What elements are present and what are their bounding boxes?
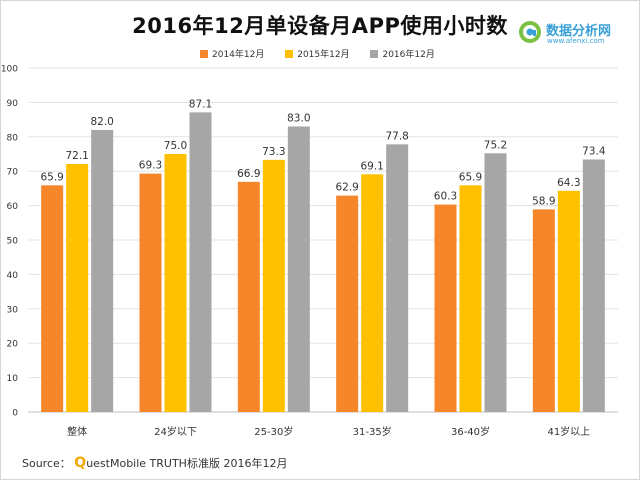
legend-item-2016: 2016年12月 (370, 47, 435, 60)
data-label-0-2: 66.9 (237, 168, 260, 180)
y-tick-label-50: 50 (7, 237, 19, 247)
y-tick-label-40: 40 (7, 271, 19, 281)
bar-2-0 (91, 129, 114, 413)
bar-1-2 (262, 159, 285, 412)
data-label-1-3: 69.1 (360, 160, 383, 172)
bar-2-3 (386, 144, 409, 413)
chart-title: 2016年12月单设备月APP使用小时数 (132, 14, 508, 38)
logo-url: www.afenxi.com (547, 37, 605, 45)
data-label-0-3: 62.9 (335, 182, 358, 194)
source-q-letter: Q (74, 455, 87, 471)
site-logo: 数据分析网 www.afenxi.com (518, 18, 636, 48)
bar-0-3 (336, 195, 359, 412)
bar-1-1 (164, 154, 187, 412)
data-label-1-4: 65.9 (459, 171, 482, 183)
bar-2-2 (287, 126, 310, 412)
data-label-1-0: 72.1 (65, 150, 88, 162)
legend-swatch-2016 (370, 49, 379, 58)
bar-0-2 (237, 181, 260, 412)
logo-name: 数据分析网 (546, 24, 612, 39)
bar-0-1 (139, 173, 162, 412)
x-tick-label-5: 41岁以上 (547, 425, 590, 438)
data-label-2-4: 75.2 (484, 139, 507, 151)
y-tick-label-70: 70 (7, 168, 19, 178)
data-label-2-1: 87.1 (189, 98, 212, 110)
y-tick-label-60: 60 (7, 202, 19, 212)
x-tick-label-4: 36-40岁 (451, 425, 490, 438)
legend-label-2015: 2015年12月 (297, 50, 350, 60)
legend-label-2016: 2016年12月 (382, 50, 435, 60)
x-tick-label-2: 25-30岁 (254, 425, 293, 438)
bar-2-1 (189, 112, 212, 412)
bar-0-4 (434, 204, 457, 412)
legend-item-2014: 2014年12月 (200, 47, 264, 60)
data-label-1-5: 64.3 (557, 177, 580, 189)
bar-1-0 (66, 163, 89, 412)
bar-0-0 (41, 185, 64, 412)
data-label-1-2: 73.3 (262, 146, 285, 158)
legend-swatch-2015 (285, 49, 294, 58)
source-rest: uestMobile TRUTH标准版 2016年12月 (86, 457, 288, 470)
chart-legend: 2014年12月 2015年12月 2016年12月 (200, 47, 453, 63)
bar-1-3 (361, 174, 384, 412)
x-tick-label-3: 31-35岁 (353, 425, 392, 438)
data-label-0-4: 60.3 (434, 191, 457, 203)
data-label-0-1: 69.3 (139, 160, 162, 172)
y-tick-label-80: 80 (7, 133, 19, 143)
bar-0-5 (532, 209, 555, 412)
legend-swatch-2014 (200, 49, 208, 58)
legend-label-2014: 2014年12月 (212, 50, 265, 60)
x-tick-label-0: 整体 (67, 425, 87, 438)
bar-2-4 (484, 153, 507, 412)
source-prefix: Source： (22, 457, 71, 470)
data-label-1-1: 75.0 (164, 140, 187, 152)
data-label-2-2: 83.0 (287, 112, 310, 124)
bar-2-5 (582, 159, 605, 412)
y-tick-label-10: 10 (7, 374, 19, 384)
y-tick-label-100: 100 (1, 65, 18, 75)
y-tick-label-30: 30 (7, 305, 19, 315)
data-label-2-3: 77.8 (385, 130, 408, 142)
legend-item-2015: 2015年12月 (285, 47, 350, 60)
x-tick-label-1: 24岁以下 (154, 425, 197, 438)
y-tick-label-20: 20 (7, 340, 19, 350)
y-tick-label-0: 0 (12, 409, 18, 419)
source-note: Source： QuestMobile TRUTH标准版 2016年12月 (22, 455, 287, 471)
data-label-2-0: 82.0 (90, 116, 113, 128)
logo-at-icon (519, 21, 541, 43)
data-label-2-5: 73.4 (582, 146, 606, 158)
bar-1-4 (459, 185, 482, 412)
bar-1-5 (557, 190, 580, 412)
data-label-0-5: 58.9 (532, 195, 555, 207)
data-label-0-0: 65.9 (40, 171, 63, 183)
y-tick-label-90: 90 (7, 99, 19, 109)
